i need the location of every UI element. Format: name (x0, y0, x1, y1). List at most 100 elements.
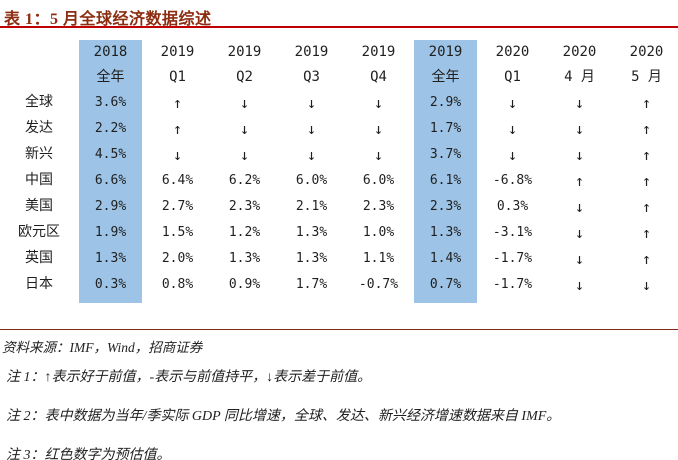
column-period: Q2 (236, 69, 253, 85)
band-spacer (211, 298, 278, 303)
table-cell: 6.0% (295, 173, 328, 188)
band-spacer (345, 298, 412, 303)
row-label: 中国 (25, 173, 53, 188)
up-arrow-icon: ↑ (574, 172, 585, 190)
table-cell: 2.7% (161, 199, 194, 214)
table-cell: 1.9% (77, 220, 144, 246)
table-cell: 6.1% (412, 168, 479, 194)
table-cell: 2.0% (161, 251, 194, 266)
column-year: 2020 (562, 44, 597, 60)
down-arrow-icon: ↓ (172, 146, 183, 164)
band-spacer (546, 298, 613, 303)
column-period: Q3 (303, 69, 320, 85)
table-cell: 4.5% (77, 142, 144, 168)
band-spacer (278, 298, 345, 303)
table-cell: -6.8% (492, 173, 533, 188)
down-arrow-icon: ↓ (507, 94, 518, 112)
down-arrow-icon: ↓ (574, 198, 585, 216)
down-arrow-icon: ↓ (373, 146, 384, 164)
table-cell: 2.3% (362, 199, 395, 214)
row-label: 美国 (25, 199, 53, 214)
up-arrow-icon: ↑ (641, 146, 652, 164)
table-cell: 1.3% (295, 251, 328, 266)
down-arrow-icon: ↓ (239, 120, 250, 138)
table-cell: 2.3% (412, 194, 479, 220)
up-arrow-icon: ↑ (641, 250, 652, 268)
economic-data-table: 2018 全年 2019 Q1 2019 Q2 2019 Q3 2019 Q4 2019 全年 2020… (1, 40, 678, 303)
table-corner (1, 40, 77, 90)
table-cell: 1.7% (295, 277, 328, 292)
column-period: 5 月 (631, 69, 662, 85)
table-cell: -1.7% (492, 277, 533, 292)
down-arrow-icon: ↓ (574, 250, 585, 268)
down-arrow-icon: ↓ (641, 276, 652, 294)
down-arrow-icon: ↓ (574, 94, 585, 112)
down-arrow-icon: ↓ (574, 146, 585, 164)
down-arrow-icon: ↓ (507, 120, 518, 138)
band-spacer (412, 298, 479, 303)
footnote: 注 2：表中数据为当年/季实际 GDP 同比增速，全球、发达、新兴经济增速数据来… (6, 409, 561, 424)
down-arrow-icon: ↓ (373, 94, 384, 112)
table-cell: 0.9% (228, 277, 261, 292)
table-cell: 0.3% (496, 199, 529, 214)
table-cell: 1.2% (228, 225, 261, 240)
column-year: 2019 (160, 44, 195, 60)
table-cell: 0.8% (161, 277, 194, 292)
table-cell: 6.2% (228, 173, 261, 188)
band-spacer (77, 298, 144, 303)
title-underline (0, 26, 678, 28)
row-label: 英国 (25, 251, 53, 266)
table-bottom-rule (0, 329, 678, 330)
row-label: 欧元区 (18, 225, 60, 240)
up-arrow-icon: ↑ (641, 94, 652, 112)
column-period: Q1 (169, 69, 186, 85)
column-header-2020-5月: 2020 5 月 (613, 40, 678, 90)
row-label: 全球 (25, 95, 53, 110)
table-cell: 1.3% (228, 251, 261, 266)
column-period: 全年 (96, 69, 125, 85)
table-cell: 1.4% (412, 246, 479, 272)
down-arrow-icon: ↓ (574, 120, 585, 138)
table-title: 表 1：5 月全球经济数据综述 (4, 11, 212, 28)
down-arrow-icon: ↓ (306, 146, 317, 164)
up-arrow-icon: ↑ (172, 120, 183, 138)
column-year: 2018 (93, 44, 128, 60)
table-cell: 2.3% (228, 199, 261, 214)
column-header-2019-Q1: 2019 Q1 (144, 40, 211, 90)
row-label: 新兴 (25, 147, 53, 162)
table-cell: -0.7% (358, 277, 399, 292)
table-cell: -1.7% (492, 251, 533, 266)
band-spacer (1, 298, 77, 303)
band-spacer (613, 298, 678, 303)
column-period: Q1 (504, 69, 521, 85)
down-arrow-icon: ↓ (306, 94, 317, 112)
down-arrow-icon: ↓ (239, 94, 250, 112)
down-arrow-icon: ↓ (507, 146, 518, 164)
table-cell: 1.5% (161, 225, 194, 240)
band-spacer (144, 298, 211, 303)
column-header-2020-4月: 2020 4 月 (546, 40, 613, 90)
data-source-line: 资料来源：IMF，Wind，招商证券 (2, 340, 203, 355)
column-year: 2019 (361, 44, 396, 60)
table-cell: 3.7% (412, 142, 479, 168)
column-header-2018-全年: 2018 全年 (77, 40, 144, 90)
table-cell: 1.0% (362, 225, 395, 240)
column-period: 全年 (431, 69, 460, 85)
down-arrow-icon: ↓ (373, 120, 384, 138)
table-cell: 6.0% (362, 173, 395, 188)
up-arrow-icon: ↑ (641, 198, 652, 216)
table-cell: 1.7% (412, 116, 479, 142)
table-cell: -3.1% (492, 225, 533, 240)
column-header-2019-全年: 2019 全年 (412, 40, 479, 90)
table-cell: 2.9% (412, 90, 479, 116)
up-arrow-icon: ↑ (641, 224, 652, 242)
down-arrow-icon: ↓ (574, 276, 585, 294)
down-arrow-icon: ↓ (574, 224, 585, 242)
footnotes: 注 1：↑表示好于前值，-表示与前值持平，↓表示差于前值。注 2：表中数据为当年… (6, 366, 676, 460)
up-arrow-icon: ↑ (641, 172, 652, 190)
row-label: 发达 (25, 121, 53, 136)
column-header-2019-Q2: 2019 Q2 (211, 40, 278, 90)
table-cell: 3.6% (77, 90, 144, 116)
column-header-2019-Q4: 2019 Q4 (345, 40, 412, 90)
